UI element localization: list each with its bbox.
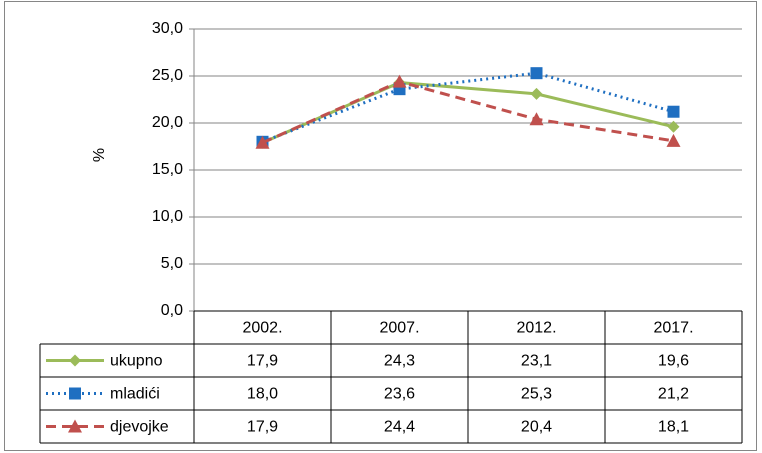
data-point xyxy=(530,87,543,100)
y-tick-label: 10,0 xyxy=(152,208,183,225)
legend-label: mladići xyxy=(110,386,160,403)
y-tick-label: 5,0 xyxy=(161,255,183,272)
table-value: 17,9 xyxy=(247,419,278,436)
data-point xyxy=(529,112,544,126)
table-value: 21,2 xyxy=(658,386,689,403)
table-value: 24,3 xyxy=(384,353,415,370)
series-line xyxy=(261,81,674,145)
chart-border xyxy=(4,1,757,451)
legend-marker xyxy=(69,387,81,400)
y-axis-label: % xyxy=(91,148,108,162)
table-value: 17,9 xyxy=(247,353,278,370)
table-value: 20,4 xyxy=(521,419,552,436)
y-tick-label: 30,0 xyxy=(152,20,183,37)
series-line xyxy=(261,71,674,144)
y-tick-label: 20,0 xyxy=(152,114,183,131)
table-value: 18,0 xyxy=(247,386,278,403)
table-value: 25,3 xyxy=(521,386,552,403)
x-tick-label: 2017. xyxy=(653,320,693,337)
table-value: 23,6 xyxy=(384,386,415,403)
legend-marker xyxy=(68,419,82,433)
y-tick-label: 0,0 xyxy=(161,302,183,319)
data-point xyxy=(392,74,407,88)
data-point xyxy=(530,67,543,80)
table-value: 18,1 xyxy=(658,419,689,436)
table-value: 24,4 xyxy=(384,419,415,436)
x-tick-label: 2007. xyxy=(379,320,419,337)
table-value: 23,1 xyxy=(521,353,552,370)
legend-label: djevojke xyxy=(110,419,169,436)
y-tick-label: 15,0 xyxy=(152,161,183,178)
legend-label: ukupno xyxy=(110,353,163,370)
data-point xyxy=(255,135,270,149)
legend-marker xyxy=(69,354,81,367)
x-tick-label: 2002. xyxy=(242,320,282,337)
data-point xyxy=(666,133,681,147)
y-tick-label: 25,0 xyxy=(152,67,183,84)
data-point xyxy=(667,120,680,133)
x-tick-label: 2012. xyxy=(516,320,556,337)
table-value: 19,6 xyxy=(658,353,689,370)
series-line xyxy=(261,80,674,145)
data-point xyxy=(667,105,680,118)
